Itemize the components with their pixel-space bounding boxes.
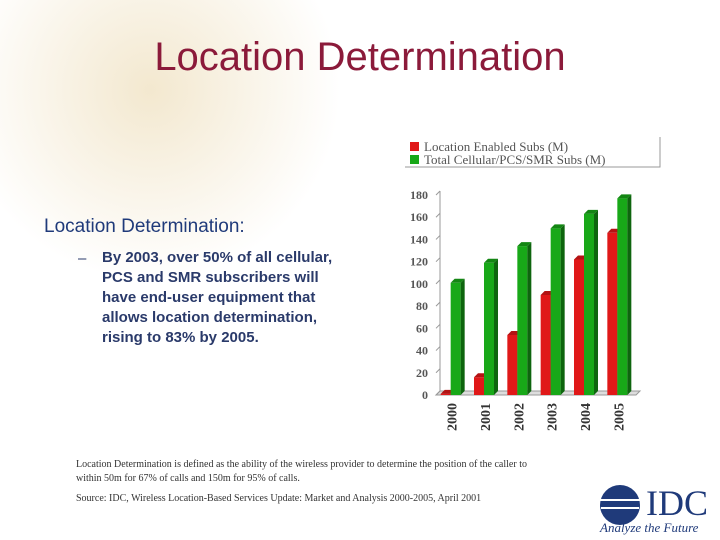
bar-front: [440, 393, 451, 395]
tick-mark: [435, 235, 441, 240]
tick-mark: [435, 257, 441, 263]
bar-front: [540, 295, 551, 395]
bar-top: [450, 278, 465, 283]
bar-side: [594, 209, 598, 395]
y-tick-label: 80: [416, 299, 428, 313]
y-tick-label: 140: [410, 232, 428, 246]
source: Source: IDC, Wireless Location-Based Ser…: [76, 493, 482, 504]
bar: [517, 242, 532, 395]
bar-side: [627, 194, 632, 395]
y-tick-label: 160: [410, 210, 428, 224]
bar-side: [494, 258, 498, 395]
legend-label: Total Cellular/PCS/SMR Subs (M): [424, 152, 605, 167]
bar-side: [460, 278, 465, 395]
background-globe: [0, 0, 340, 280]
x-tick-label: 2005: [612, 403, 627, 431]
tick-mark: [435, 323, 441, 329]
tick-mark: [435, 212, 441, 218]
bar-top: [517, 242, 532, 247]
bar-top: [484, 258, 498, 263]
bar-top: [550, 224, 565, 229]
bar: [617, 194, 632, 395]
bar-side: [527, 242, 532, 395]
legend-swatch: [410, 155, 419, 164]
y-tick-label: 180: [410, 188, 428, 202]
idc-logo: IDC Analyze the Future: [599, 483, 708, 535]
bullet-text: By 2003, over 50% of all cellular, PCS a…: [102, 249, 333, 346]
tick-mark: [435, 279, 441, 285]
legend-swatch: [410, 142, 419, 151]
bar-front: [550, 228, 561, 395]
y-tick-label: 100: [410, 277, 428, 291]
y-tick-label: 0: [422, 388, 428, 402]
y-tick-label: 60: [416, 321, 428, 335]
bar-front: [517, 246, 528, 395]
bar: [584, 209, 598, 395]
bar-front: [474, 377, 484, 395]
chart: 0 20 40 60 80 100 120 140 160 180 2000 2001 2002 2003…: [405, 137, 661, 431]
bar-top: [617, 194, 632, 199]
y-tick-label: 20: [416, 366, 428, 380]
x-tick-label: 2000: [446, 403, 461, 431]
bullet-marker: –: [78, 250, 87, 267]
bar-front: [584, 213, 594, 395]
x-tick-label: 2003: [546, 403, 561, 431]
bar-front: [617, 198, 628, 395]
heading: Location Determination:: [44, 216, 245, 237]
tick-mark: [435, 301, 441, 307]
bar-front: [507, 335, 518, 395]
tick-mark: [435, 346, 441, 351]
bar-front: [607, 232, 618, 395]
logo-globe: [600, 485, 640, 525]
x-tick-label: 2001: [479, 403, 494, 431]
tick-mark: [435, 368, 441, 374]
bar: [450, 278, 465, 395]
bar-front: [574, 259, 584, 395]
slide-title: Location Determination: [154, 35, 565, 79]
y-tick-label: 40: [416, 344, 428, 358]
legend-label: Location Enabled Subs (M): [424, 139, 568, 154]
legend-frame: [405, 137, 661, 168]
tick-mark: [435, 190, 441, 196]
bar: [550, 224, 565, 395]
y-tick-label: 120: [410, 255, 428, 269]
tick-mark: [435, 390, 441, 396]
x-tick-label: 2004: [579, 403, 594, 431]
bar-side: [560, 224, 565, 395]
logo-tagline: Analyze the Future: [599, 520, 699, 535]
bar: [484, 258, 498, 395]
bar-top: [584, 209, 598, 214]
footnote: Location Determination is defined as the…: [76, 459, 527, 484]
bar-front: [450, 282, 461, 395]
bar-front: [484, 262, 494, 395]
x-tick-label: 2002: [512, 403, 527, 431]
logo-name: IDC: [646, 483, 708, 523]
